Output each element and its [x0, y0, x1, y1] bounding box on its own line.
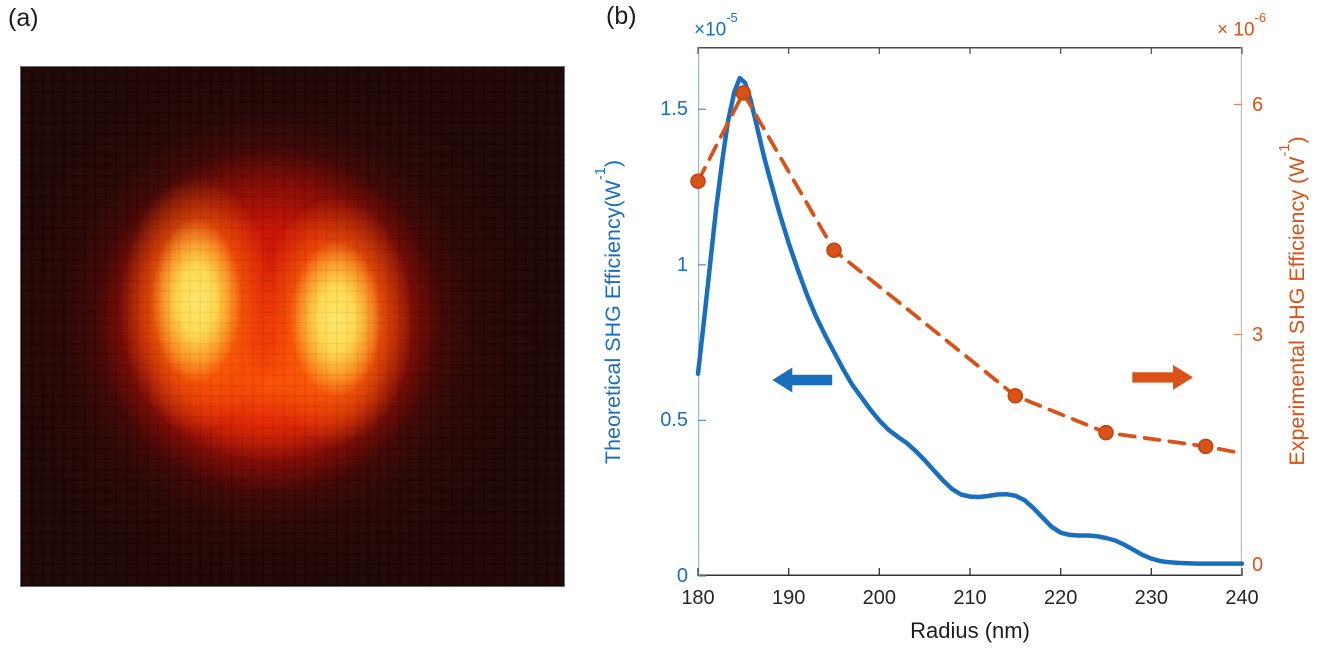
x-tick-label: 180 [681, 587, 715, 609]
left-y-tick-label: 0.5 [660, 409, 688, 432]
data-point-marker [735, 85, 752, 101]
left-y-tick-label: 1 [676, 253, 688, 276]
x-tick-label: 200 [862, 587, 897, 609]
x-tick-label: 220 [1043, 587, 1078, 609]
data-point-marker [1007, 388, 1024, 404]
right-axis-exponent: × 10-6 [1217, 10, 1266, 41]
left-axis-exponent-power: -5 [726, 10, 738, 26]
right-axis-exponent-base: × 10 [1217, 19, 1255, 41]
x-tick-label: 230 [1134, 587, 1169, 609]
left-y-axis-label: Theoretical SHG Efficiency(W-1) [593, 159, 626, 464]
right-y-axis-label-sup: -1 [1277, 143, 1294, 157]
left-arrow-icon [772, 367, 833, 393]
right-arrow-icon [1132, 364, 1193, 390]
x-tick-label: 240 [1225, 587, 1259, 609]
theoretical-curve [695, 75, 1245, 566]
left-y-axis-label-close: ) [601, 159, 626, 167]
panel-b-label: (b) [606, 2, 637, 30]
panel-a-label: (a) [8, 4, 39, 32]
left-axis-exponent-base: ×10 [694, 19, 727, 41]
data-point-marker [826, 242, 842, 258]
data-point-marker [690, 173, 706, 189]
experimental-curve [696, 91, 1244, 456]
left-axis-exponent: ×10-5 [694, 10, 738, 41]
data-point-marker [1098, 424, 1114, 441]
right-y-tick-label: 0 [1252, 553, 1264, 576]
right-y-axis-label: Experimental SHG Efficiency (W-1) [1277, 136, 1310, 466]
left-y-tick-label: 1.5 [660, 98, 688, 121]
shg-intensity-map [20, 66, 565, 587]
right-axis-exponent-power: -6 [1254, 10, 1266, 26]
left-y-tick-label: 0 [676, 565, 688, 587]
x-tick-label: 190 [771, 587, 806, 609]
left-y-axis-label-sup: -1 [593, 166, 610, 180]
plot-area [690, 47, 1245, 577]
right-y-tick-label: 6 [1252, 93, 1264, 116]
right-y-axis-label-text: Experimental SHG Efficiency (W [1285, 156, 1310, 466]
right-y-tick-label: 3 [1252, 323, 1264, 346]
shg-efficiency-chart: ×10-5 × 10-6 Theoretical SHG Efficiency(… [593, 10, 1309, 643]
x-axis-label: Radius (nm) [910, 618, 1030, 643]
left-y-axis-label-text: Theoretical SHG Efficiency(W [601, 179, 626, 464]
data-point-marker [1197, 438, 1214, 455]
x-tick-label: 210 [953, 587, 987, 609]
right-y-axis-label-close: ) [1285, 136, 1310, 144]
